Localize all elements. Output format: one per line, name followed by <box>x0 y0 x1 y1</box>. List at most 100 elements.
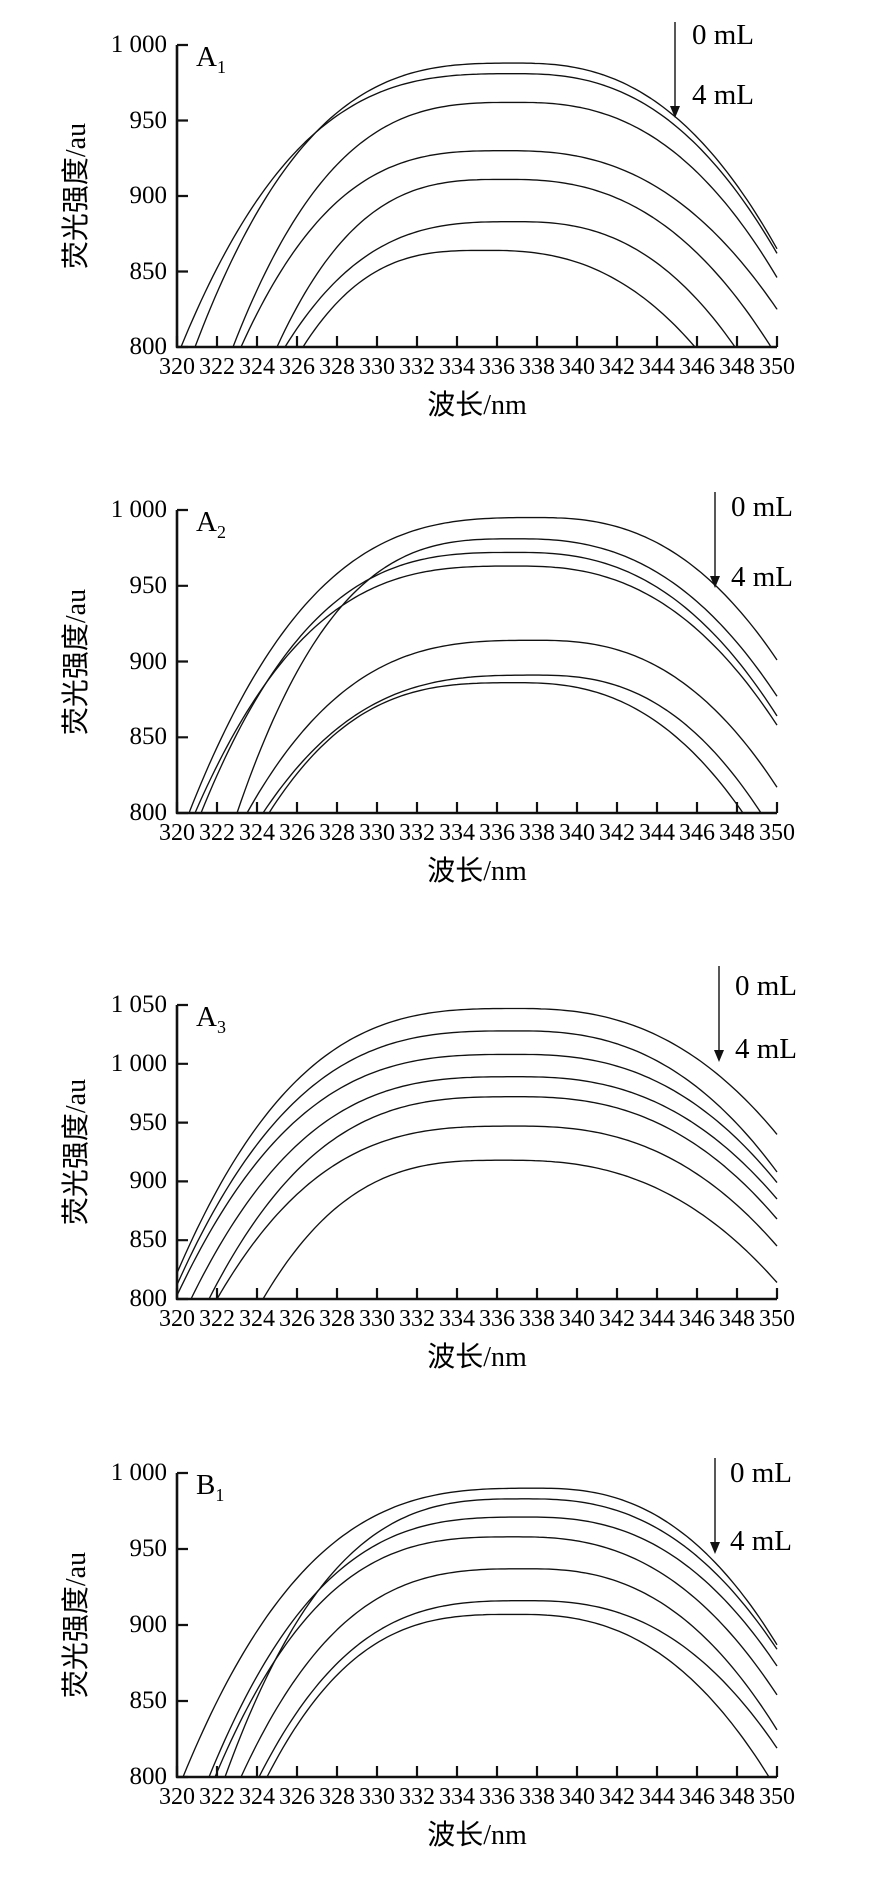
x-tick-label: 320 <box>159 820 195 846</box>
x-tick-label: 350 <box>759 1784 795 1810</box>
tick-marks <box>175 508 779 815</box>
spectrum-curve-2 <box>236 538 778 814</box>
x-tick-label: 344 <box>639 820 675 846</box>
x-axis-title: 波长/nm <box>427 856 527 887</box>
annotation-top-label: 0 mL <box>730 1457 793 1489</box>
annotation-bottom-label: 4 mL <box>735 1033 798 1065</box>
annotation-top-label: 0 mL <box>731 491 794 523</box>
y-tick-label: 1 050 <box>110 991 167 1018</box>
y-tick-label: 850 <box>129 1226 168 1254</box>
y-tick-label: 800 <box>129 333 168 360</box>
x-tick-label: 348 <box>719 820 755 846</box>
x-tick-label: 346 <box>679 820 715 846</box>
arrow-down-icon <box>670 106 680 118</box>
spectrum-curve-3 <box>200 551 778 814</box>
panel-title: A3 <box>196 1001 226 1043</box>
x-tick-label: 324 <box>239 1306 275 1332</box>
spectrum-curve-4 <box>194 565 778 814</box>
x-axis-title: 波长/nm <box>427 390 527 421</box>
panel-title-subscript: 1 <box>215 1484 225 1505</box>
y-tick-label: 900 <box>129 1611 168 1638</box>
spectrum-curve-7 <box>302 249 696 348</box>
x-tick-label: 324 <box>239 1784 275 1810</box>
x-tick-label: 324 <box>239 354 275 380</box>
x-tick-label: 338 <box>519 1784 555 1810</box>
spectrum-curve-7 <box>268 682 744 814</box>
panel-title-subscript: 1 <box>216 56 226 77</box>
spectrum-curve-4 <box>190 1076 778 1300</box>
x-tick-label: 330 <box>359 1784 395 1810</box>
spectrum-curve-2 <box>176 1030 778 1286</box>
x-tick-label: 320 <box>159 1306 195 1332</box>
spectrum-curve-5 <box>246 639 778 814</box>
spectrum-curve-5 <box>240 1568 778 1778</box>
x-tick-label: 338 <box>519 1306 555 1332</box>
y-tick-label: 1 000 <box>110 31 167 58</box>
spectrum-curve-5 <box>276 178 772 348</box>
x-tick-label: 322 <box>199 1784 235 1810</box>
x-tick-label: 322 <box>199 354 235 380</box>
spectrum-curve-4 <box>240 150 778 348</box>
y-tick-label: 800 <box>129 799 168 826</box>
y-tick-label: 1 000 <box>110 1459 167 1486</box>
panel-title-subscript: 3 <box>216 1016 226 1037</box>
x-tick-label: 350 <box>759 820 795 846</box>
x-tick-label: 348 <box>719 1306 755 1332</box>
arrow-down-icon <box>710 576 720 588</box>
spectrum-curve-1 <box>182 1487 778 1778</box>
y-tick-label: 850 <box>129 257 168 285</box>
x-tick-label: 344 <box>639 1306 675 1332</box>
x-tick-label: 338 <box>519 354 555 380</box>
x-tick-label: 330 <box>359 820 395 846</box>
x-axis-title: 波长/nm <box>427 1820 527 1851</box>
y-tick-label: 950 <box>129 106 168 134</box>
annotation-bottom-label: 4 mL <box>730 1525 793 1557</box>
arrow-down-icon <box>714 1050 724 1062</box>
x-tick-label: 342 <box>599 354 635 380</box>
x-tick-label: 330 <box>359 1306 395 1332</box>
spectrum-curve-2 <box>180 73 778 348</box>
y-tick-label: 1 000 <box>110 1049 167 1077</box>
annotation-top-label: 0 mL <box>735 970 798 1002</box>
x-tick-label: 328 <box>319 820 355 846</box>
x-tick-label: 328 <box>319 1306 355 1332</box>
x-tick-label: 342 <box>599 1306 635 1332</box>
x-tick-label: 336 <box>479 354 515 380</box>
x-tick-label: 342 <box>599 1784 635 1810</box>
panel-title: B1 <box>196 1469 224 1511</box>
x-tick-label: 320 <box>159 354 195 380</box>
x-tick-label: 334 <box>439 820 475 846</box>
spectrum-curve-7 <box>262 1159 778 1300</box>
x-tick-label: 336 <box>479 1784 515 1810</box>
x-tick-label: 336 <box>479 820 515 846</box>
x-tick-label: 334 <box>439 354 475 380</box>
spectrum-curve-3 <box>232 101 778 348</box>
y-tick-label: 950 <box>129 571 168 599</box>
x-tick-label: 340 <box>559 1784 595 1810</box>
x-tick-label: 340 <box>559 820 595 846</box>
x-tick-label: 334 <box>439 1784 475 1810</box>
annotation-bottom-label: 4 mL <box>692 79 755 111</box>
spectrum-curve-1 <box>194 62 778 348</box>
x-tick-label: 346 <box>679 1784 715 1810</box>
tick-marks <box>175 1471 779 1779</box>
x-tick-label: 346 <box>679 354 715 380</box>
spectrum-curve-6 <box>258 1600 778 1778</box>
arrow-down-icon <box>710 1542 720 1554</box>
x-tick-label: 350 <box>759 354 795 380</box>
x-tick-label: 322 <box>199 1306 235 1332</box>
y-tick-label: 850 <box>129 1687 168 1714</box>
x-axis-title: 波长/nm <box>427 1342 527 1373</box>
x-tick-label: 326 <box>279 1306 315 1332</box>
x-tick-label: 330 <box>359 354 395 380</box>
x-tick-label: 336 <box>479 1306 515 1332</box>
x-tick-label: 344 <box>639 1784 675 1810</box>
y-tick-label: 800 <box>129 1285 168 1312</box>
